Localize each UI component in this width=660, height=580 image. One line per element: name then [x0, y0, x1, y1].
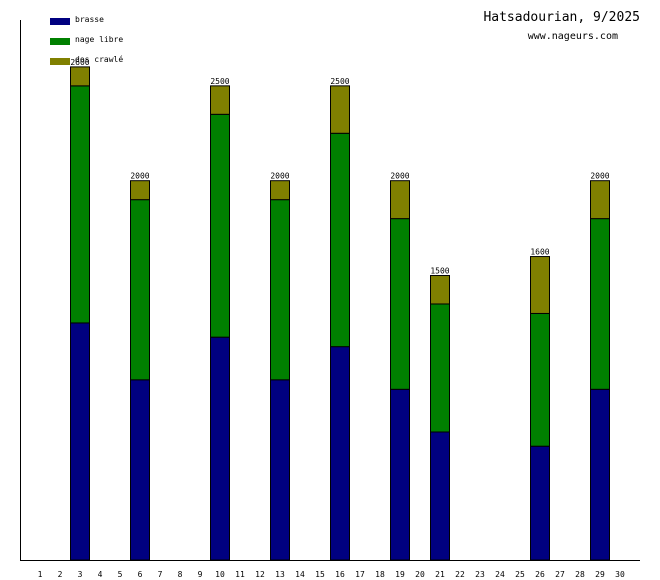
- legend-swatch-dos-crawle: [50, 58, 70, 65]
- x-tick-label: 15: [315, 570, 325, 579]
- bar-day-26-dos-crawlé: [530, 256, 550, 314]
- bar-total-label: 2000: [130, 172, 149, 181]
- legend-swatch-nage-libre: [50, 38, 70, 45]
- x-tick-label: 12: [255, 570, 265, 579]
- bar-day-26-brasse: [530, 445, 550, 561]
- x-tick-label: 14: [295, 570, 305, 579]
- bar-total-label: 2600: [70, 58, 89, 67]
- x-tick-label: 18: [375, 570, 385, 579]
- bar-total-label: 2500: [210, 77, 229, 86]
- bar-total-label: 2000: [390, 172, 409, 181]
- x-tick-label: 9: [198, 570, 203, 579]
- x-tick-label: 26: [535, 570, 545, 579]
- bar-day-16-brasse: [330, 346, 350, 561]
- x-tick-label: 22: [455, 570, 465, 579]
- x-tick-label: 6: [138, 570, 143, 579]
- bar-day-3-dos-crawlé: [70, 66, 90, 87]
- bar-day-21-brasse: [430, 431, 450, 561]
- legend-swatch-brasse: [50, 18, 70, 25]
- bar-day-13-brasse: [270, 379, 290, 561]
- bar-day-10-brasse: [210, 336, 230, 561]
- bar-total-label: 1500: [430, 267, 449, 276]
- x-tick-label: 25: [515, 570, 525, 579]
- bar-day-29-dos-crawlé: [590, 180, 610, 220]
- x-tick-label: 3: [78, 570, 83, 579]
- bar-day-3-brasse: [70, 322, 90, 561]
- x-tick-label: 21: [435, 570, 445, 579]
- bar-day-6-dos-crawlé: [130, 180, 150, 201]
- x-tick-label: 4: [98, 570, 103, 579]
- bar-total-label: 2500: [330, 77, 349, 86]
- bar-day-6-nage-libre: [130, 199, 150, 381]
- bar-total-label: 1600: [530, 248, 549, 257]
- x-tick-label: 23: [475, 570, 485, 579]
- x-tick-label: 28: [575, 570, 585, 579]
- bar-day-16-nage-libre: [330, 132, 350, 348]
- x-tick-label: 13: [275, 570, 285, 579]
- bar-day-19-nage-libre: [390, 218, 410, 390]
- x-tick-label: 11: [235, 570, 245, 579]
- bar-day-29-nage-libre: [590, 218, 610, 390]
- bar-day-13-dos-crawlé: [270, 180, 290, 201]
- x-tick-label: 20: [415, 570, 425, 579]
- x-tick-label: 27: [555, 570, 565, 579]
- x-tick-label: 17: [355, 570, 365, 579]
- x-tick-label: 30: [615, 570, 625, 579]
- bar-day-13-nage-libre: [270, 199, 290, 381]
- x-tick-label: 10: [215, 570, 225, 579]
- legend-label-nage-libre: nage libre: [75, 35, 124, 44]
- x-tick-label: 2: [58, 570, 63, 579]
- x-tick-label: 5: [118, 570, 123, 579]
- bar-day-19-brasse: [390, 388, 410, 561]
- chart-subtitle: www.nageurs.com: [527, 31, 618, 42]
- bar-day-10-nage-libre: [210, 113, 230, 338]
- legend-label-dos-crawle: dos crawlé: [75, 55, 124, 64]
- x-tick-label: 19: [395, 570, 405, 579]
- bar-day-21-nage-libre: [430, 303, 450, 433]
- bar-total-label: 2000: [590, 172, 609, 181]
- x-tick-label: 16: [335, 570, 345, 579]
- bar-day-6-brasse: [130, 379, 150, 561]
- x-tick-label: 29: [595, 570, 605, 579]
- legend-label-brasse: brasse: [75, 15, 104, 24]
- bar-day-3-nage-libre: [70, 85, 90, 324]
- bar-day-26-nage-libre: [530, 312, 550, 447]
- bar-day-10-dos-crawlé: [210, 85, 230, 115]
- bar-day-16-dos-crawlé: [330, 85, 350, 134]
- bar-day-21-dos-crawlé: [430, 275, 450, 305]
- x-tick-label: 7: [158, 570, 163, 579]
- bar-day-19-dos-crawlé: [390, 180, 410, 220]
- x-tick-label: 8: [178, 570, 183, 579]
- bar-total-label: 2000: [270, 172, 289, 181]
- x-tick-label: 24: [495, 570, 505, 579]
- chart-title: Hatsadourian, 9/2025: [483, 10, 640, 25]
- bar-day-29-brasse: [590, 388, 610, 561]
- x-tick-label: 1: [38, 570, 43, 579]
